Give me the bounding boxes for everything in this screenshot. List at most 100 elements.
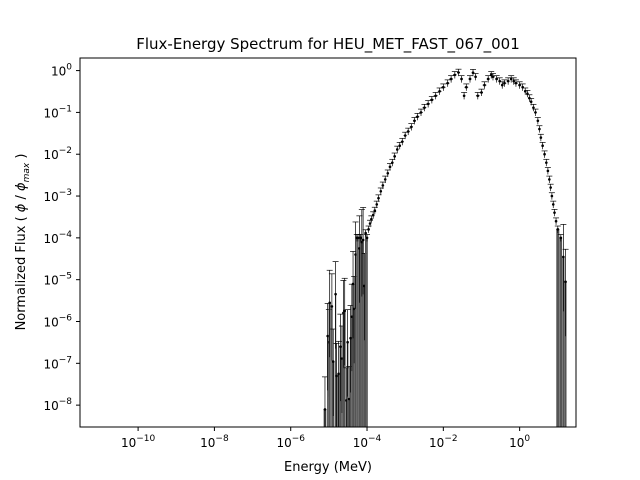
- plot-marks: [321, 68, 569, 427]
- data-point: [331, 360, 335, 363]
- data-point: [536, 119, 540, 123]
- data-point: [551, 203, 555, 206]
- flux-bar: [354, 254, 357, 427]
- data-point: [553, 211, 556, 214]
- data-point: [442, 85, 445, 89]
- data-point: [457, 71, 460, 74]
- flux-bar: [357, 237, 359, 427]
- data-point: [323, 408, 327, 411]
- y-tick-label: 100: [51, 63, 72, 79]
- data-point: [383, 178, 387, 181]
- flux-bar: [334, 294, 337, 427]
- data-point: [434, 94, 437, 98]
- data-point: [410, 125, 413, 129]
- data-point: [438, 89, 441, 93]
- data-point: [337, 372, 340, 376]
- y-axis-label-prefix: Normalized Flux (: [14, 212, 29, 330]
- data-point: [343, 309, 347, 313]
- data-point: [538, 127, 541, 131]
- data-point: [548, 178, 551, 181]
- data-point: [368, 222, 372, 225]
- flux-bar: [362, 239, 364, 427]
- flux-bar: [343, 310, 346, 427]
- data-point: [460, 77, 463, 81]
- x-axis-ticks: 10−10 10−8 10−6 10−4 10−2 100: [121, 427, 530, 450]
- data-point: [532, 106, 535, 109]
- data-point: [352, 307, 356, 311]
- x-tick-label: 10−10: [121, 434, 156, 450]
- data-point: [541, 144, 544, 147]
- data-point: [564, 280, 567, 284]
- y-tick-label: 10−7: [43, 355, 72, 371]
- data-point: [370, 217, 373, 221]
- data-point: [526, 92, 529, 96]
- data-point: [335, 374, 338, 378]
- y-tick-label: 10−6: [43, 313, 72, 329]
- y-tick-label: 10−3: [43, 188, 72, 204]
- data-point: [529, 100, 533, 104]
- flux-bar: [360, 237, 362, 427]
- data-point: [391, 161, 394, 164]
- data-point: [365, 236, 369, 240]
- data-point: [419, 111, 423, 114]
- data-point: [534, 111, 537, 114]
- data-point: [328, 301, 331, 305]
- data-point: [395, 148, 399, 151]
- data-point: [371, 213, 375, 217]
- data-point: [474, 75, 477, 79]
- data-point: [480, 91, 483, 94]
- data-point: [545, 161, 548, 164]
- data-point: [549, 186, 552, 189]
- flux-bar: [331, 306, 333, 427]
- data-point: [512, 79, 516, 83]
- flux-bar: [356, 237, 358, 427]
- y-axis-label-phi-max: ϕ: [14, 182, 29, 191]
- data-point: [388, 165, 392, 169]
- y-axis-ticks: 100 10−1 10−2 10−3 10−4 10−5 10−6 10−7 10−8: [43, 63, 80, 413]
- data-point: [514, 81, 518, 85]
- flux-bar: [353, 308, 355, 427]
- data-point: [500, 83, 504, 87]
- flux-bar: [559, 237, 563, 427]
- data-point: [339, 345, 342, 348]
- data-point: [554, 219, 558, 223]
- data-point: [556, 228, 560, 231]
- data-point: [351, 282, 355, 286]
- data-point: [503, 81, 506, 85]
- flux-bar: [358, 248, 361, 427]
- flux-bar: [328, 302, 331, 427]
- data-point: [468, 77, 472, 81]
- data-point: [506, 79, 510, 83]
- data-point: [393, 155, 396, 158]
- data-point: [354, 253, 357, 256]
- data-point: [367, 228, 370, 231]
- x-tick-label: 10−2: [429, 434, 458, 450]
- y-tick-label: 10−4: [43, 230, 72, 246]
- flux-bar: [564, 281, 567, 427]
- flux-bar: [364, 233, 367, 427]
- data-point: [381, 184, 385, 187]
- flux-bar: [352, 283, 354, 427]
- data-point: [358, 247, 361, 250]
- flux-bar: [366, 237, 368, 427]
- flux-bar: [562, 256, 565, 427]
- data-point: [356, 236, 360, 240]
- data-point: [373, 209, 377, 212]
- y-axis-label-phi: ϕ: [14, 203, 29, 212]
- y-tick-label: 10−1: [43, 104, 72, 120]
- data-point: [462, 94, 466, 98]
- data-point: [340, 357, 344, 360]
- data-point: [349, 336, 352, 340]
- data-point: [559, 236, 563, 240]
- data-point: [518, 83, 521, 87]
- data-point: [330, 305, 334, 308]
- data-point: [489, 73, 493, 77]
- data-point: [361, 238, 365, 242]
- data-point: [377, 196, 380, 200]
- data-point: [446, 81, 449, 85]
- data-point: [430, 98, 434, 102]
- x-axis-label: Energy (MeV): [284, 460, 372, 475]
- data-point: [546, 169, 550, 173]
- y-tick-label: 10−2: [43, 146, 72, 162]
